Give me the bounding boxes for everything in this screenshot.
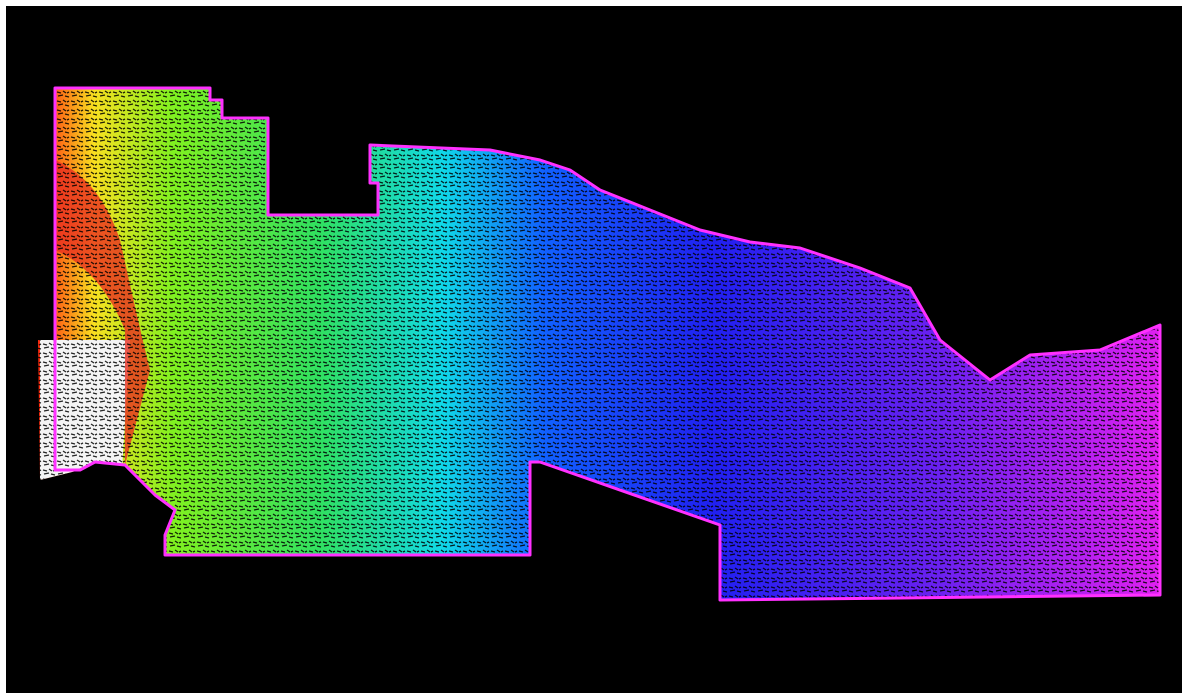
site-boundary (53, 86, 1162, 602)
